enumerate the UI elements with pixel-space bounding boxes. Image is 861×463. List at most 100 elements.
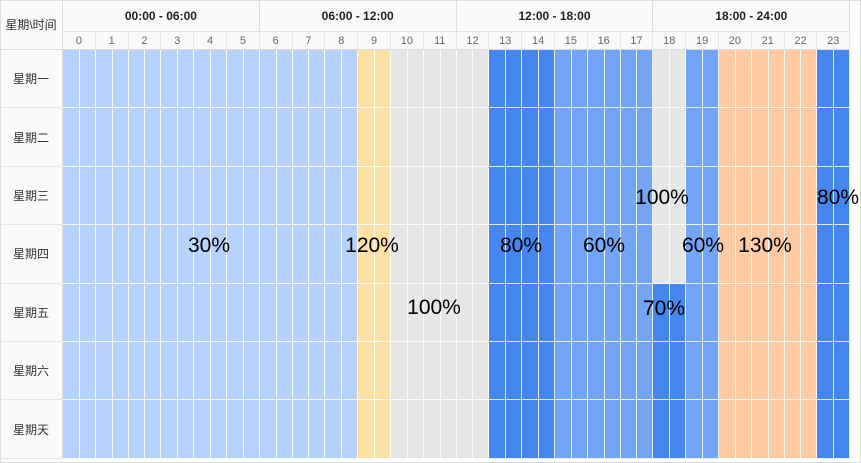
schedule-cell[interactable]	[588, 284, 605, 342]
schedule-cell[interactable]	[605, 50, 621, 108]
schedule-cell[interactable]	[703, 108, 719, 167]
schedule-cell[interactable]	[391, 167, 408, 225]
schedule-cell[interactable]	[785, 342, 801, 400]
schedule-cell[interactable]	[785, 50, 801, 108]
schedule-cell[interactable]	[260, 400, 277, 459]
schedule-cell[interactable]	[670, 167, 686, 225]
schedule-cell[interactable]	[63, 225, 80, 284]
schedule-cell[interactable]	[194, 167, 211, 225]
schedule-cell[interactable]	[522, 225, 539, 284]
schedule-cell[interactable]	[752, 167, 769, 225]
schedule-cell[interactable]	[408, 167, 424, 225]
schedule-cell[interactable]	[670, 108, 686, 167]
schedule-cell[interactable]	[817, 108, 834, 167]
schedule-cell[interactable]	[670, 50, 686, 108]
schedule-cell[interactable]	[375, 284, 391, 342]
schedule-cell[interactable]	[605, 167, 621, 225]
schedule-cell[interactable]	[277, 284, 293, 342]
schedule-cell[interactable]	[817, 284, 834, 342]
schedule-cell[interactable]	[473, 108, 489, 167]
schedule-cell[interactable]	[63, 342, 80, 400]
schedule-cell[interactable]	[325, 342, 342, 400]
schedule-cell[interactable]	[506, 50, 522, 108]
schedule-cell[interactable]	[686, 225, 703, 284]
schedule-cell[interactable]	[178, 167, 194, 225]
schedule-cell[interactable]	[293, 284, 309, 342]
schedule-cell[interactable]	[129, 167, 145, 225]
schedule-cell[interactable]	[244, 284, 260, 342]
schedule-cell[interactable]	[588, 50, 605, 108]
schedule-cell[interactable]	[653, 50, 670, 108]
schedule-cell[interactable]	[719, 167, 736, 225]
schedule-cell[interactable]	[637, 225, 653, 284]
schedule-cell[interactable]	[342, 400, 358, 459]
schedule-cell[interactable]	[785, 284, 801, 342]
schedule-cell[interactable]	[80, 284, 96, 342]
schedule-cell[interactable]	[161, 284, 178, 342]
schedule-cell[interactable]	[342, 284, 358, 342]
schedule-cell[interactable]	[621, 225, 637, 284]
schedule-cell[interactable]	[408, 108, 424, 167]
schedule-cell[interactable]	[801, 342, 817, 400]
schedule-cell[interactable]	[621, 50, 637, 108]
schedule-cell[interactable]	[834, 284, 850, 342]
schedule-cell[interactable]	[391, 400, 408, 459]
schedule-cell[interactable]	[522, 400, 539, 459]
schedule-cell[interactable]	[194, 284, 211, 342]
schedule-cell[interactable]	[457, 342, 473, 400]
schedule-cell[interactable]	[457, 284, 473, 342]
schedule-cell[interactable]	[129, 284, 145, 342]
schedule-cell[interactable]	[260, 167, 277, 225]
schedule-cell[interactable]	[801, 400, 817, 459]
schedule-cell[interactable]	[161, 167, 178, 225]
schedule-cell[interactable]	[145, 225, 161, 284]
schedule-cell[interactable]	[752, 225, 769, 284]
schedule-cell[interactable]	[178, 400, 194, 459]
schedule-cell[interactable]	[719, 50, 736, 108]
schedule-cell[interactable]	[817, 167, 834, 225]
schedule-cell[interactable]	[637, 400, 653, 459]
schedule-cell[interactable]	[522, 167, 539, 225]
schedule-cell[interactable]	[277, 400, 293, 459]
schedule-cell[interactable]	[309, 108, 325, 167]
schedule-cell[interactable]	[834, 225, 850, 284]
schedule-cell[interactable]	[244, 50, 260, 108]
schedule-cell[interactable]	[342, 167, 358, 225]
schedule-cell[interactable]	[506, 108, 522, 167]
schedule-cell[interactable]	[752, 50, 769, 108]
schedule-cell[interactable]	[719, 284, 736, 342]
schedule-cell[interactable]	[244, 225, 260, 284]
schedule-cell[interactable]	[686, 167, 703, 225]
schedule-cell[interactable]	[391, 342, 408, 400]
schedule-cell[interactable]	[834, 342, 850, 400]
schedule-cell[interactable]	[391, 50, 408, 108]
schedule-cell[interactable]	[129, 225, 145, 284]
schedule-cell[interactable]	[342, 108, 358, 167]
schedule-cell[interactable]	[506, 167, 522, 225]
schedule-cell[interactable]	[637, 108, 653, 167]
schedule-cell[interactable]	[736, 342, 752, 400]
schedule-cell[interactable]	[588, 342, 605, 400]
schedule-cell[interactable]	[211, 108, 227, 167]
schedule-cell[interactable]	[325, 167, 342, 225]
schedule-cell[interactable]	[769, 108, 785, 167]
schedule-cell[interactable]	[80, 342, 96, 400]
schedule-cell[interactable]	[621, 167, 637, 225]
schedule-cell[interactable]	[178, 108, 194, 167]
schedule-cell[interactable]	[769, 342, 785, 400]
schedule-cell[interactable]	[555, 167, 572, 225]
schedule-cell[interactable]	[161, 50, 178, 108]
schedule-cell[interactable]	[358, 225, 375, 284]
schedule-cell[interactable]	[506, 400, 522, 459]
schedule-cell[interactable]	[113, 342, 129, 400]
schedule-cell[interactable]	[227, 342, 244, 400]
schedule-cell[interactable]	[211, 50, 227, 108]
schedule-cell[interactable]	[736, 167, 752, 225]
schedule-cell[interactable]	[539, 225, 555, 284]
schedule-cell[interactable]	[145, 50, 161, 108]
schedule-cell[interactable]	[555, 108, 572, 167]
schedule-cell[interactable]	[801, 108, 817, 167]
schedule-cell[interactable]	[653, 342, 670, 400]
schedule-cell[interactable]	[817, 50, 834, 108]
schedule-cell[interactable]	[325, 284, 342, 342]
